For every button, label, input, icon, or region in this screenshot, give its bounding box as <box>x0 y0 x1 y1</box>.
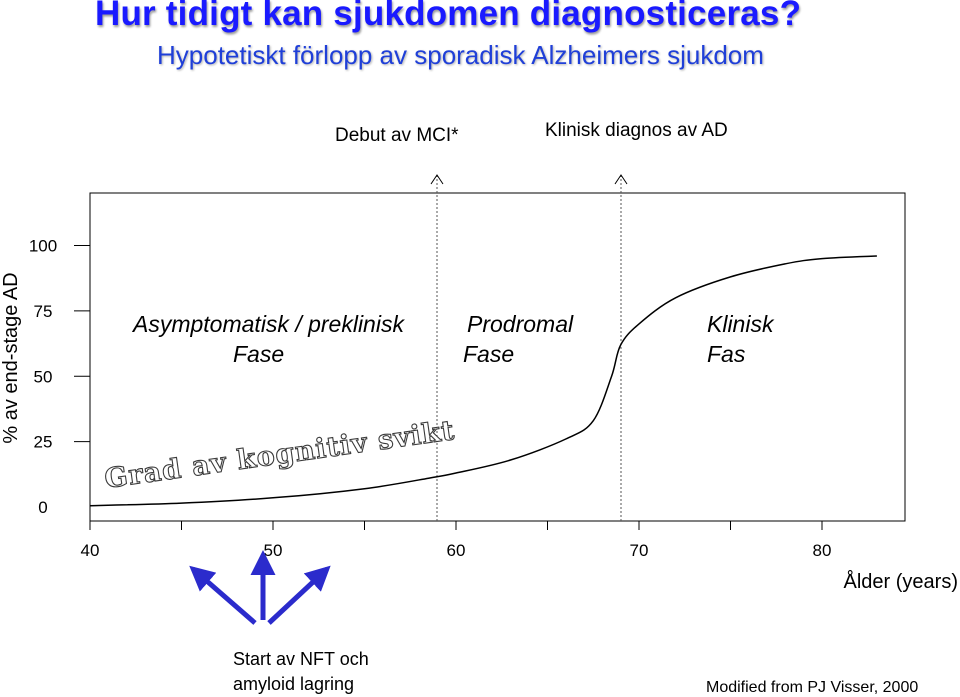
onset-annotation-line1: Start av NFT och <box>233 649 369 669</box>
source-credit: Modified from PJ Visser, 2000 <box>706 679 919 696</box>
phase-clinical-line1: Klinisk <box>707 311 775 337</box>
page-title: Hur tidigt kan sjukdomen diagnosticeras? <box>95 0 802 33</box>
phase-prodromal-line2: Fase <box>463 341 514 367</box>
mci-onset-label: Debut av MCI* <box>335 125 459 146</box>
y-axis-title: % av end-stage AD <box>0 272 22 443</box>
mci-arrowhead-icon <box>430 174 444 185</box>
x-tick-label: 50 <box>264 541 283 560</box>
x-axis-title: Ålder (years) <box>844 570 958 593</box>
plot-frame <box>89 192 906 522</box>
phase-prodromal-line1: Prodromal <box>467 311 574 337</box>
onset-arrow-right-icon <box>267 565 331 625</box>
disease-progression-curve <box>89 255 877 507</box>
diagnosis-arrowhead-icon <box>614 174 628 185</box>
onset-annotation-line2: amyloid lagring <box>233 674 354 694</box>
phase-clinical-line2: Fas <box>707 341 746 367</box>
y-tick-label: 0 <box>38 498 47 517</box>
onset-arrow-left-icon <box>189 565 257 625</box>
y-tick-label: 25 <box>34 433 53 452</box>
page-subtitle: Hypotetiskt förlopp av sporadisk Alzheim… <box>157 40 764 70</box>
x-tick-label: 60 <box>447 541 466 560</box>
clinical-diagnosis-label: Klinisk diagnos av AD <box>545 120 728 141</box>
y-tick-label: 100 <box>29 237 57 256</box>
phase-preclinical-line2: Fase <box>233 341 284 367</box>
x-tick-label: 70 <box>630 541 649 560</box>
y-tick-label: 75 <box>34 302 53 321</box>
x-tick-label: 80 <box>813 541 832 560</box>
axis-ticks: 0 25 50 75 100 40 50 60 70 80 <box>29 237 832 561</box>
y-tick-label: 50 <box>34 367 53 386</box>
x-tick-label: 40 <box>81 541 100 560</box>
phase-preclinical-line1: Asymptomatisk / preklinisk <box>131 311 405 337</box>
